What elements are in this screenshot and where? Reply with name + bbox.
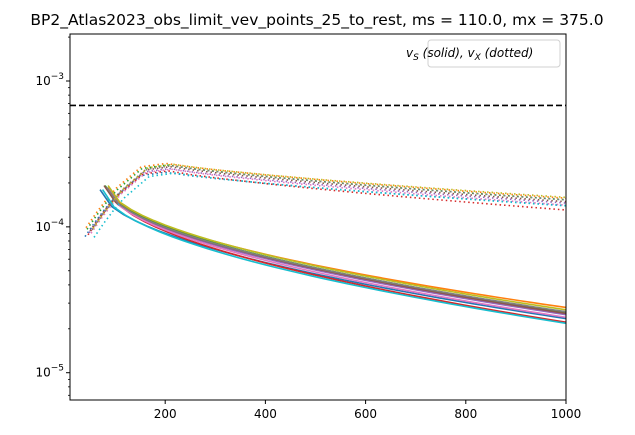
x-tick-label: 200 — [154, 407, 177, 421]
legend-text: vS (solid), vX (dotted) — [406, 46, 533, 63]
solid-series-line — [106, 187, 566, 309]
x-tick-label: 1000 — [551, 407, 582, 421]
dotted-series-line — [87, 170, 566, 236]
x-tick-label: 600 — [354, 407, 377, 421]
chart-title: BP2_Atlas2023_obs_limit_vev_points_25_to… — [30, 11, 603, 30]
x-tick-label: 400 — [254, 407, 277, 421]
axes: 200 400 600 800 1000 10−3 10−4 10−5 — [35, 36, 582, 421]
solid-series-line — [99, 189, 566, 320]
dotted-series-line — [91, 164, 566, 231]
legend: vS (solid), vX (dotted) — [406, 39, 561, 68]
solid-series-line — [101, 189, 566, 325]
dotted-series-line — [90, 168, 566, 234]
y-tick-label: 10−4 — [35, 218, 64, 234]
solid-series-line — [107, 185, 566, 311]
dotted-series-line — [88, 167, 566, 234]
solid-series-line — [103, 185, 566, 315]
x-tick-label: 800 — [454, 407, 477, 421]
solid-series-line — [109, 189, 566, 323]
solid-series-line — [106, 187, 566, 313]
dotted-series-line — [85, 162, 566, 229]
y-tick-label: 10−3 — [35, 72, 64, 88]
solid-series-line — [105, 187, 566, 316]
plot-area — [70, 104, 566, 325]
solid-series-line — [104, 185, 566, 313]
series-group — [70, 104, 566, 325]
dotted-series-line — [92, 163, 566, 230]
solid-series-line — [108, 189, 566, 319]
y-tick-label: 10−5 — [35, 364, 64, 380]
dotted-series-line — [86, 164, 566, 230]
axes-frame — [69, 33, 567, 401]
dotted-series-line — [93, 172, 566, 238]
legend-box — [427, 39, 561, 68]
dotted-series-line — [89, 165, 566, 232]
